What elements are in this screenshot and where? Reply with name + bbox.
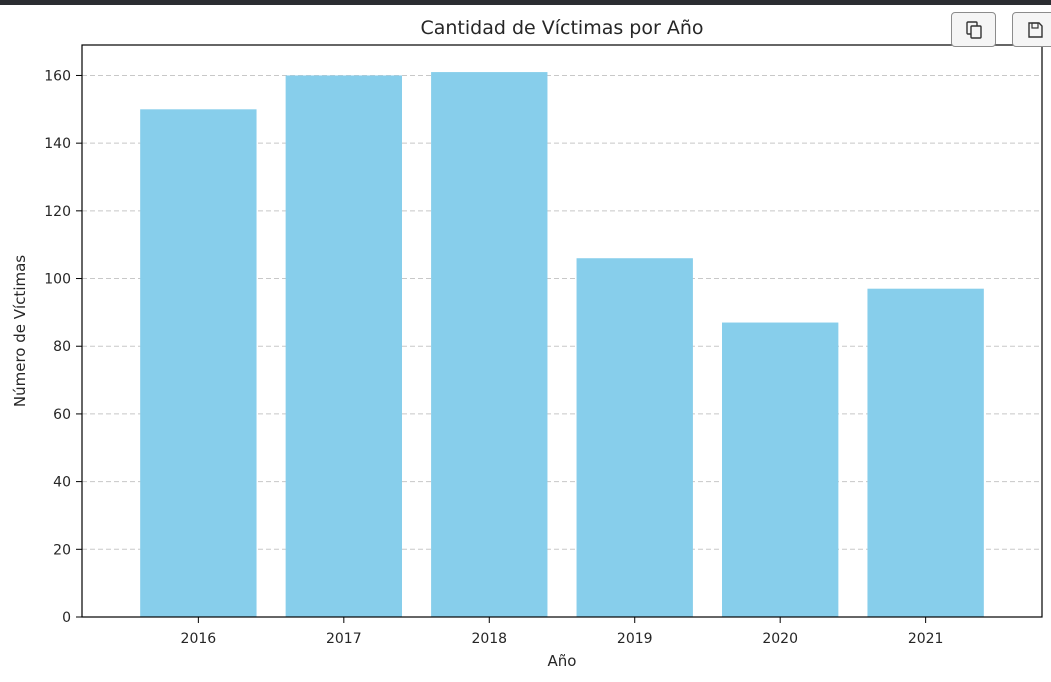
plot-frame (81, 44, 1043, 618)
x-tick-label: 2016 (181, 631, 217, 647)
y-tick-label: 60 (53, 407, 71, 423)
bar-2017 (285, 75, 402, 617)
y-tick-label: 20 (53, 542, 71, 558)
axes (76, 44, 1043, 623)
y-tick-label: 120 (44, 204, 71, 220)
x-tick-label: 2020 (762, 631, 798, 647)
save-button[interactable] (1012, 12, 1051, 47)
copy-button[interactable] (951, 12, 996, 47)
y-tick-label: 100 (44, 272, 71, 288)
bar-2021 (867, 288, 984, 617)
bar-2020 (722, 322, 839, 617)
y-axis-label: Número de Víctimas (11, 255, 29, 407)
y-tick-label: 40 (53, 475, 71, 491)
x-tick-label: 2021 (908, 631, 944, 647)
bar-2018 (431, 72, 548, 618)
y-tick-label: 80 (53, 339, 71, 355)
copy-icon (965, 20, 982, 39)
x-tick-label: 2019 (617, 631, 653, 647)
x-tick-label: 2017 (326, 631, 362, 647)
y-tick-label: 140 (44, 136, 71, 152)
window-top-bar (0, 0, 1051, 5)
x-axis-label: Año (548, 652, 577, 670)
bar-2019 (576, 258, 693, 617)
bars (140, 72, 984, 618)
tick-labels: 0 20 40 60 80 100 120 140 160 2016 2017 2018 2019 202… (44, 68, 943, 647)
y-tick-label: 0 (62, 610, 71, 626)
save-icon (1027, 21, 1043, 38)
y-tick-label: 160 (44, 68, 71, 84)
bar-2016 (140, 109, 257, 618)
x-tick-label: 2018 (471, 631, 507, 647)
chart-title: Cantidad de Víctimas por Año (420, 17, 703, 39)
